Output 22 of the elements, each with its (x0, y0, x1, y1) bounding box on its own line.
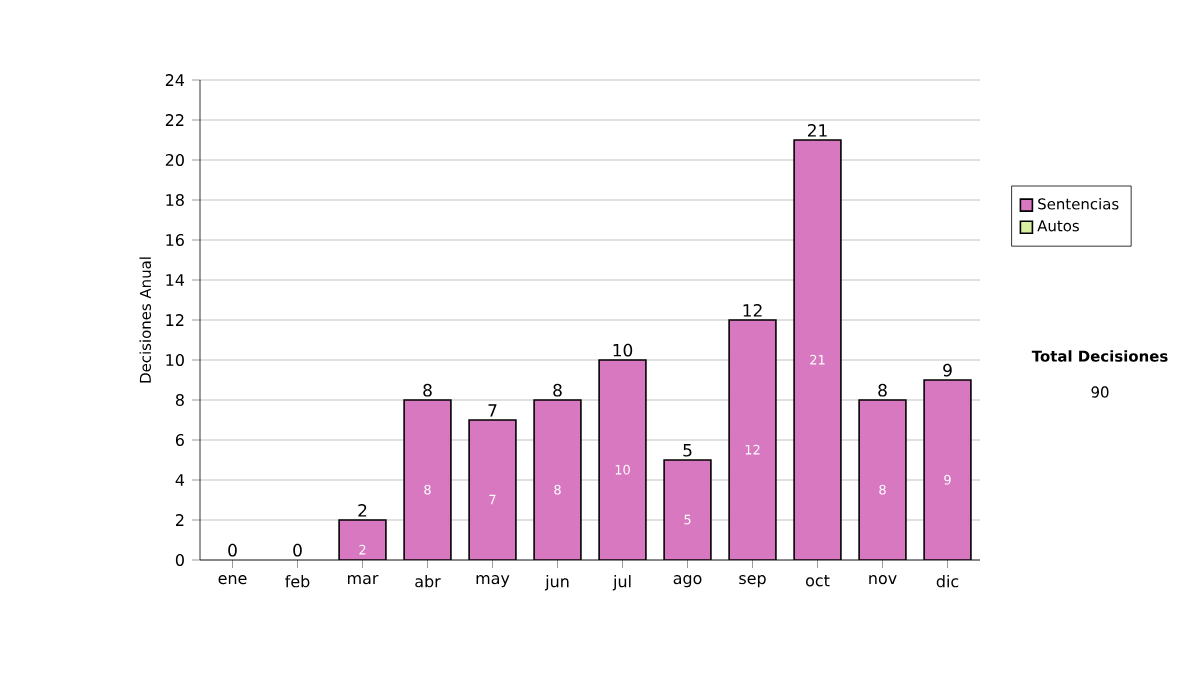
bar (598, 359, 647, 560)
total-label: 0 (228, 543, 237, 557)
total-label: 0 (293, 543, 302, 557)
total-label: 7 (488, 404, 497, 417)
total-label: 8 (423, 383, 432, 397)
bar (858, 399, 907, 560)
bar (468, 419, 517, 560)
total-label: 21 (807, 124, 827, 137)
total-label: 9 (943, 363, 952, 377)
total-label: 12 (743, 304, 762, 317)
bar (923, 379, 972, 560)
total-label: 5 (683, 444, 692, 457)
bar (533, 399, 582, 560)
total-label: 8 (878, 383, 887, 397)
bar (793, 139, 842, 560)
bar (338, 519, 387, 560)
bar (403, 399, 452, 560)
total-label: 10 (613, 343, 633, 357)
bar (663, 459, 712, 560)
total-label: 8 (553, 383, 562, 397)
bar (728, 319, 777, 560)
total-label: 2 (358, 504, 367, 517)
